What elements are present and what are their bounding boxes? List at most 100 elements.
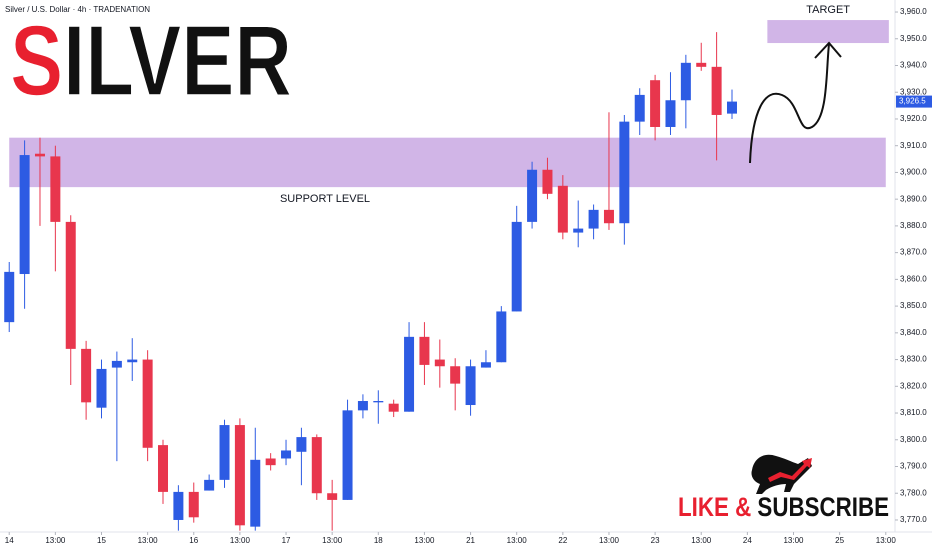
candle-body [434, 359, 445, 367]
last-price-label: 3,926.5 [899, 97, 926, 106]
y-tick-label: 3,870.0 [900, 248, 927, 257]
arrow-head [814, 41, 842, 59]
candle-body [680, 62, 691, 101]
candle-body [142, 359, 153, 448]
x-tick-label: 23 [651, 536, 660, 545]
candle-body [281, 450, 292, 459]
y-tick-label: 3,860.0 [900, 274, 927, 283]
y-tick-label: 3,850.0 [900, 301, 927, 310]
candle-body [527, 169, 538, 222]
y-tick-label: 3,890.0 [900, 194, 927, 203]
y-tick-label: 3,830.0 [900, 355, 927, 364]
y-tick-label: 3,790.0 [900, 462, 927, 471]
price-zone [9, 137, 886, 188]
candle-body [665, 100, 676, 127]
candle-body [557, 185, 568, 233]
candle-body [696, 62, 707, 67]
candle-body [188, 491, 199, 518]
candle-body [81, 348, 92, 403]
candle-body [496, 311, 507, 363]
x-tick-label: 13:00 [507, 536, 528, 545]
candle-body [465, 366, 476, 406]
x-tick-label: 13:00 [876, 536, 897, 545]
candle-body [127, 359, 138, 363]
x-tick-label: 17 [282, 536, 291, 545]
candle-body [219, 425, 230, 480]
candle-body [619, 121, 630, 224]
x-tick-label: 18 [374, 536, 383, 545]
y-tick-label: 3,940.0 [900, 61, 927, 70]
x-tick-label: 16 [189, 536, 198, 545]
y-tick-label: 3,800.0 [900, 435, 927, 444]
candle-body [480, 362, 491, 368]
candle-body [419, 336, 430, 365]
candle-body [311, 437, 322, 494]
candle-body [404, 336, 415, 412]
candle-body [603, 209, 614, 224]
y-tick-label: 3,820.0 [900, 381, 927, 390]
candle-body [634, 94, 645, 122]
x-tick-label: 25 [835, 536, 844, 545]
y-tick-label: 3,840.0 [900, 328, 927, 337]
x-tick-label: 13:00 [414, 536, 435, 545]
zone-label: SUPPORT LEVEL [280, 193, 370, 205]
candle-body [19, 155, 30, 275]
candle-body [588, 209, 599, 229]
candles [4, 32, 737, 531]
candle-body [158, 445, 169, 492]
y-tick-label: 3,810.0 [900, 408, 927, 417]
y-tick-label: 3,950.0 [900, 34, 927, 43]
x-tick-label: 13:00 [230, 536, 251, 545]
candle-body [173, 491, 184, 520]
zones: SUPPORT LEVEL TARGET [9, 4, 889, 205]
projection-arrow [749, 43, 830, 164]
subscribe-banner: LIKE & SUBSCRIBE [678, 492, 889, 522]
candle-body [4, 271, 15, 323]
bull-icon [751, 454, 812, 494]
candle-body [711, 66, 722, 115]
candle-body [388, 403, 399, 412]
axes: 3,770.0 3,780.0 3,790.0 3,800.0 3,810.0 3,820… [5, 7, 932, 545]
candle-body [650, 80, 661, 127]
x-tick-label: 21 [466, 536, 475, 545]
candle-body [327, 493, 338, 500]
candle-body [265, 458, 276, 466]
y-tick-label: 3,770.0 [900, 515, 927, 524]
candle-body [50, 156, 61, 222]
zone-label: TARGET [806, 4, 850, 16]
chart-title: SILVER [10, 5, 292, 117]
x-tick-label: 13:00 [599, 536, 620, 545]
x-tick-label: 13:00 [322, 536, 343, 545]
x-tick-label: 24 [743, 536, 752, 545]
x-tick-label: 13:00 [138, 536, 159, 545]
candle-body [357, 401, 368, 411]
y-tick-label: 3,930.0 [900, 87, 927, 96]
candle-body [250, 459, 261, 527]
candle-body [296, 437, 307, 452]
y-tick-label: 3,910.0 [900, 141, 927, 150]
candle-body [726, 101, 737, 114]
x-tick-label: 22 [558, 536, 567, 545]
candle-body [204, 479, 215, 491]
chart-header: Silver / U.S. Dollar · 4h · TRADENATION [5, 5, 150, 14]
x-tick-label: 14 [5, 536, 14, 545]
candle-body [96, 368, 107, 408]
price-zone [767, 20, 889, 44]
x-tick-label: 13:00 [691, 536, 712, 545]
x-tick-label: 13:00 [783, 536, 804, 545]
candle-body [34, 153, 45, 157]
x-tick-label: 15 [97, 536, 106, 545]
y-tick-label: 3,960.0 [900, 7, 927, 16]
candle-body [450, 366, 461, 384]
candle-body [65, 221, 76, 349]
y-tick-label: 3,880.0 [900, 221, 927, 230]
y-tick-label: 3,920.0 [900, 114, 927, 123]
candle-body [111, 360, 122, 368]
x-tick-label: 13:00 [45, 536, 66, 545]
y-tick-label: 3,900.0 [900, 168, 927, 177]
candle-body [373, 401, 384, 403]
y-tick-label: 3,780.0 [900, 488, 927, 497]
candle-body [573, 228, 584, 233]
